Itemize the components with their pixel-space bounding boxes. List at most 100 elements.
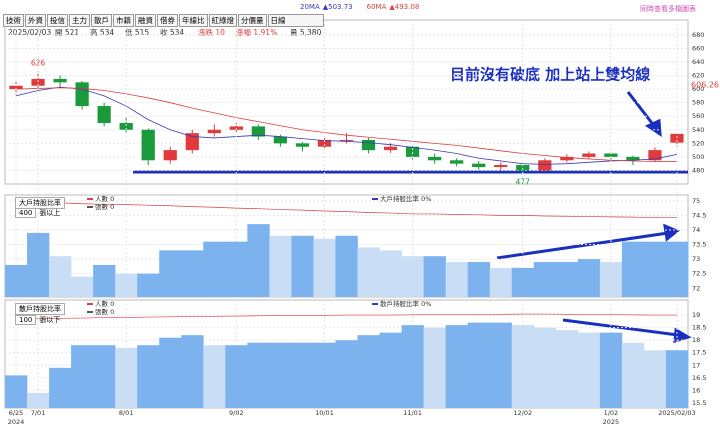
candle-body: [141, 129, 155, 161]
info-pct: 漲幅 1.91%: [236, 27, 277, 37]
unit: 張以上: [39, 209, 61, 217]
x-tick-label: 8/01: [119, 409, 134, 417]
candle-body: [295, 143, 310, 147]
toolbar: 技術 外資 投信 主力 散戶 市籍 融資 借券 年線比 紅綠燈 分價量 日線: [3, 14, 324, 27]
tab[interactable]: 主力: [69, 14, 90, 27]
legend-name: 60MA: [366, 3, 387, 11]
step-bar: [555, 330, 579, 408]
step-bar: [137, 345, 160, 408]
step-bar: [225, 241, 248, 297]
y-tick-label: 500: [692, 153, 704, 161]
candle-body: [53, 78, 67, 83]
step-bar: [247, 342, 270, 408]
y-tick-label: 16.5: [692, 374, 706, 382]
step-bar: [489, 267, 513, 297]
legend-item: 散戶持股比率 0%: [380, 299, 431, 308]
x-tick-label: 6/25: [9, 409, 24, 417]
info-close: 收 534: [160, 27, 184, 37]
tab[interactable]: 分價量: [238, 14, 267, 27]
step-bar: [5, 264, 28, 297]
tab[interactable]: 投信: [47, 14, 68, 27]
candle-body: [383, 146, 398, 151]
candle-body: [670, 133, 684, 143]
arrows: [496, 91, 692, 344]
step-bar: [357, 247, 380, 297]
info-date: 2025/02/03: [8, 28, 51, 37]
candle-body: [207, 129, 221, 134]
x-tick-label: 1/02: [604, 409, 619, 417]
legend-swatch: [87, 198, 93, 200]
step-bar: [27, 232, 50, 297]
info-low: 低 515: [125, 27, 149, 37]
candle-body: [9, 85, 23, 90]
y-tick-label: 520: [692, 139, 704, 147]
link[interactable]: 同時查看多檔圖表: [640, 4, 696, 13]
tab[interactable]: 融資: [135, 14, 156, 27]
legend-value: ▲493.08: [389, 3, 420, 11]
step-bar: [203, 345, 226, 408]
candle-body: [428, 156, 442, 161]
candle-body: [626, 156, 640, 161]
tab[interactable]: 紅綠燈: [208, 14, 237, 27]
y-tick-label: 74: [692, 226, 700, 234]
selector[interactable]: 散戶持股比率: [15, 303, 65, 315]
step-bar: [181, 335, 204, 408]
candle-body: [538, 160, 552, 171]
step-bar: [27, 392, 50, 408]
step-bar: [599, 262, 623, 297]
x-tick-label: 7/01: [31, 409, 46, 417]
candle-body: [273, 136, 288, 144]
step-bar: [49, 256, 72, 297]
x-tick-label: 10/01: [315, 409, 334, 417]
annotation: 目前沒有破底 加上站上雙均線: [450, 66, 650, 84]
candle-body: [163, 150, 177, 161]
step-bar: [93, 264, 116, 297]
legend-swatch: [372, 303, 378, 305]
info-high: 高 534: [90, 27, 114, 37]
tab[interactable]: 散戶: [91, 14, 112, 27]
step-bar: [423, 327, 446, 408]
legend-item: 張數 0: [95, 307, 114, 316]
candle-body: [317, 139, 332, 147]
threshold[interactable]: 100: [15, 315, 37, 325]
tab[interactable]: 市籍: [113, 14, 134, 27]
y-tick-label: 18.5: [692, 324, 706, 332]
step-bar: [423, 256, 446, 297]
step-bar: [555, 262, 579, 297]
step-bar: [203, 241, 226, 297]
step-bar: [49, 367, 72, 408]
step-bar: [93, 345, 116, 408]
tab[interactable]: 年線比: [179, 14, 208, 27]
tab[interactable]: 外資: [25, 14, 46, 27]
y-tick-label: 17.5: [692, 349, 706, 357]
y-tick-label: 75: [692, 197, 700, 205]
main-frame: [4, 19, 689, 185]
holder-line: [16, 313, 677, 320]
candle-body: [516, 165, 530, 171]
tab[interactable]: 技術: [3, 14, 24, 27]
tab[interactable]: 借券: [157, 14, 178, 27]
y-tick-label: 15.5: [692, 399, 706, 407]
y-tick-label: 16: [692, 386, 700, 394]
step-bar: [379, 332, 402, 408]
y-tick-label: 73: [692, 255, 700, 263]
candle-body: [405, 146, 420, 157]
threshold[interactable]: 400: [15, 208, 37, 218]
step-bar: [313, 342, 336, 408]
legend-item: 20MA ▲503.73: [300, 3, 353, 11]
step-bar: [511, 267, 535, 297]
selector[interactable]: 大戶持股比率: [15, 197, 65, 209]
timeframe[interactable]: 日線: [267, 14, 324, 27]
step-bar: [577, 259, 601, 297]
ma-line: [16, 87, 677, 163]
candle-body: [472, 163, 486, 168]
legend-value: ▲503.73: [322, 3, 353, 11]
y-tick-label: 660: [692, 44, 704, 52]
controls: 100 張以下: [15, 315, 60, 325]
step-bar: [137, 273, 160, 297]
step-bar: [621, 241, 645, 297]
step-bar: [643, 241, 667, 297]
candle-body: [560, 156, 574, 161]
y-tick-label: 74.5: [692, 211, 706, 219]
